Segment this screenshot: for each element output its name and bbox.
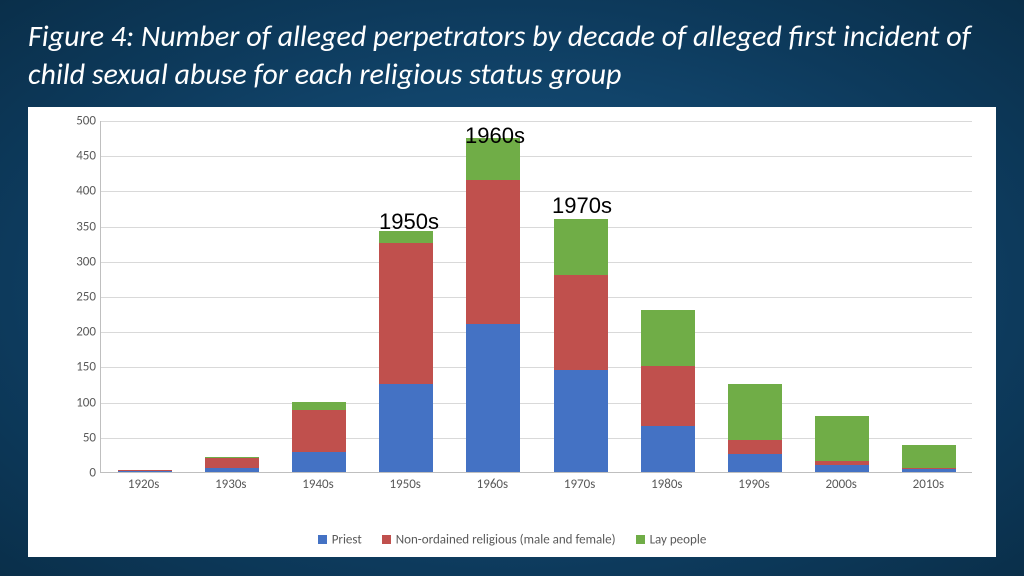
x-tick-label: 2010s — [893, 477, 963, 492]
y-tick-label: 350 — [64, 219, 96, 234]
gridline — [101, 156, 972, 157]
callout-label: 1970s — [552, 193, 612, 219]
bar-segment — [554, 219, 608, 275]
bar-1980s — [641, 310, 695, 472]
x-tick-label: 1920s — [109, 477, 179, 492]
bar-segment — [466, 324, 520, 472]
y-tick-label: 200 — [64, 325, 96, 340]
bar-segment — [205, 468, 259, 472]
callout-label: 1960s — [465, 123, 525, 149]
bar-segment — [379, 384, 433, 472]
legend-swatch — [382, 535, 391, 544]
gridline — [101, 227, 972, 228]
bar-1990s — [728, 384, 782, 472]
legend: Priest Non-ordained religious (male and f… — [28, 532, 996, 547]
y-tick-label: 400 — [64, 184, 96, 199]
y-tick-label: 500 — [64, 114, 96, 129]
x-tick-label: 1980s — [632, 477, 702, 492]
x-tick-label: 1940s — [283, 477, 353, 492]
bar-1970s — [554, 219, 608, 472]
x-tick-label: 1930s — [196, 477, 266, 492]
gridline — [101, 297, 972, 298]
y-tick-label: 450 — [64, 149, 96, 164]
bar-segment — [902, 445, 956, 468]
bar-segment — [641, 310, 695, 366]
y-tick-label: 50 — [64, 430, 96, 445]
bar-segment — [815, 416, 869, 462]
bar-1950s — [379, 231, 433, 472]
chart-panel: Priest Non-ordained religious (male and f… — [28, 107, 996, 557]
y-tick-label: 100 — [64, 395, 96, 410]
bar-segment — [292, 410, 346, 452]
y-tick-label: 0 — [64, 466, 96, 481]
bar-segment — [205, 458, 259, 469]
bar-2010s — [902, 445, 956, 472]
bar-segment — [292, 402, 346, 410]
legend-label: Non-ordained religious (male and female) — [396, 532, 616, 547]
bar-segment — [554, 275, 608, 370]
y-tick-label: 300 — [64, 254, 96, 269]
legend-label: Lay people — [650, 532, 707, 547]
x-tick-label: 1990s — [719, 477, 789, 492]
gridline — [101, 191, 972, 192]
bar-segment — [728, 440, 782, 454]
x-tick-label: 1950s — [370, 477, 440, 492]
bar-segment — [902, 469, 956, 472]
callout-label: 1950s — [379, 209, 439, 235]
gridline — [101, 367, 972, 368]
bar-segment — [118, 471, 172, 472]
legend-swatch — [636, 535, 645, 544]
legend-item: Priest — [318, 532, 362, 547]
bar-2000s — [815, 416, 869, 472]
plot-area — [100, 121, 972, 473]
bar-1960s — [466, 138, 520, 472]
x-tick-label: 1960s — [457, 477, 527, 492]
y-tick-label: 150 — [64, 360, 96, 375]
bar-segment — [466, 180, 520, 324]
legend-item: Lay people — [636, 532, 707, 547]
bar-segment — [641, 366, 695, 426]
gridline — [101, 262, 972, 263]
legend-swatch — [318, 535, 327, 544]
legend-label: Priest — [332, 532, 362, 547]
bar-segment — [815, 465, 869, 472]
legend-item: Non-ordained religious (male and female) — [382, 532, 616, 547]
y-tick-label: 250 — [64, 290, 96, 305]
bar-1920s — [118, 470, 172, 472]
bar-segment — [728, 454, 782, 472]
x-tick-label: 1970s — [545, 477, 615, 492]
bar-segment — [554, 370, 608, 472]
bar-segment — [292, 452, 346, 472]
gridline — [101, 332, 972, 333]
figure-title: Figure 4: Number of alleged perpetrators… — [28, 18, 996, 93]
bar-segment — [641, 426, 695, 472]
gridline — [101, 121, 972, 122]
bar-segment — [379, 243, 433, 384]
bar-1940s — [292, 402, 346, 472]
x-tick-label: 2000s — [806, 477, 876, 492]
bar-1930s — [205, 457, 259, 472]
gridline — [101, 403, 972, 404]
bar-segment — [728, 384, 782, 440]
